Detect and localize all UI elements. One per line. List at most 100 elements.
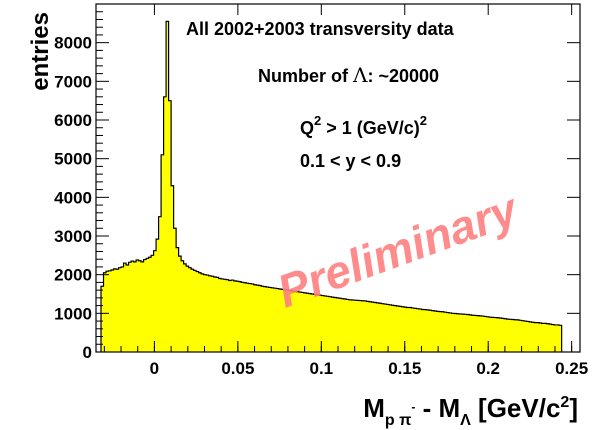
x-axis-title: Mp π- - MΛ [GeV/c2] xyxy=(363,393,578,429)
histogram-bin xyxy=(113,268,117,352)
histogram-bin xyxy=(293,291,297,352)
histogram-bin xyxy=(161,154,164,352)
histogram-bin xyxy=(183,263,187,352)
histogram-bin xyxy=(433,311,437,352)
histogram-bin xyxy=(378,303,382,352)
x-tick-label: 0.25 xyxy=(555,359,588,378)
histogram-outline xyxy=(100,20,563,352)
histogram-bin xyxy=(326,296,330,352)
histogram-bin xyxy=(436,311,440,352)
histogram-bin xyxy=(203,274,207,352)
histogram-bin xyxy=(216,277,220,352)
histogram-bin xyxy=(514,319,517,352)
histogram-bin xyxy=(443,312,447,352)
histogram-bin xyxy=(423,309,427,352)
histogram-bin xyxy=(148,257,152,352)
histogram-bin xyxy=(541,323,545,352)
histogram-bin xyxy=(231,280,235,352)
histogram-bin xyxy=(464,314,467,352)
histogram-bin xyxy=(111,270,114,352)
histogram-bin xyxy=(181,260,185,352)
histogram-bin xyxy=(163,96,167,352)
histogram-bin xyxy=(406,307,410,352)
histogram-bin xyxy=(251,283,255,352)
histogram-bin xyxy=(386,304,390,352)
histogram-bin xyxy=(258,285,262,352)
histogram-bin xyxy=(509,319,512,352)
histogram-bin xyxy=(388,304,392,352)
histogram-bin xyxy=(186,266,190,352)
histogram-bin xyxy=(278,288,282,352)
histogram-bin xyxy=(401,306,405,352)
histogram-bin xyxy=(383,304,387,352)
histogram-bin xyxy=(343,299,347,352)
histogram-bin xyxy=(351,299,355,352)
histogram-bin xyxy=(271,287,275,352)
axes: 0 0.05 0.1 0.15 0.2 0.25 0 1000 2000 3000 4000 5000… xyxy=(54,3,588,378)
histogram-bin xyxy=(448,312,452,352)
histogram-bin xyxy=(156,239,159,352)
histogram-bin xyxy=(236,281,240,352)
histogram-bin xyxy=(196,271,200,352)
histogram-bin xyxy=(136,259,139,352)
histogram-bin xyxy=(466,314,470,352)
histogram-bin xyxy=(476,315,480,352)
histogram-bin xyxy=(481,316,485,352)
histogram-bin xyxy=(286,290,290,352)
histogram-bin xyxy=(426,309,430,352)
histogram-bin xyxy=(331,297,335,352)
histogram-bin xyxy=(484,316,487,352)
x-tick-label: 0.15 xyxy=(388,359,421,378)
histogram-bin xyxy=(441,311,445,352)
histogram-bin xyxy=(496,317,500,352)
y-tick-label: 8000 xyxy=(54,34,92,53)
preliminary-watermark: Preliminary xyxy=(271,182,527,317)
histogram-bin xyxy=(296,291,300,352)
histogram-bin xyxy=(336,297,340,352)
histogram-bin xyxy=(306,293,310,352)
histogram-bin xyxy=(516,319,520,352)
histogram-bin xyxy=(499,317,502,352)
histogram-bin xyxy=(158,216,162,352)
histogram-bin xyxy=(376,302,380,352)
histogram-bin xyxy=(248,283,252,352)
histogram-bin xyxy=(188,267,192,352)
histogram-bin xyxy=(348,299,352,352)
histogram-bin xyxy=(281,289,285,352)
histogram-bin xyxy=(106,271,109,352)
y-tick-label: 1000 xyxy=(54,304,92,323)
histogram-bin xyxy=(438,311,442,352)
histogram-bin xyxy=(431,310,435,352)
histogram-bin xyxy=(519,320,522,352)
histogram-bin xyxy=(238,281,242,352)
histogram-bin xyxy=(366,301,370,352)
histogram-bin xyxy=(131,261,134,352)
histogram-bin xyxy=(178,256,182,352)
histogram-bin xyxy=(453,313,457,352)
histogram-bin xyxy=(526,321,530,352)
histogram-bin xyxy=(491,317,495,352)
histogram-bin xyxy=(363,300,367,352)
histogram-bin xyxy=(408,307,412,352)
histogram-bin xyxy=(116,269,119,352)
histogram-bin xyxy=(123,263,127,352)
histogram-bin xyxy=(539,323,543,352)
histogram-bin xyxy=(301,292,305,352)
histogram-bin xyxy=(398,306,402,352)
histogram-bin xyxy=(403,307,407,352)
histogram-bin xyxy=(549,324,553,352)
histogram-bin xyxy=(393,305,397,352)
histogram-bin xyxy=(241,282,245,352)
histogram-bin xyxy=(529,321,532,352)
histogram-bin xyxy=(211,276,215,352)
y-tick-label: 7000 xyxy=(54,72,92,91)
histogram-bin xyxy=(266,287,270,352)
histogram-bin xyxy=(223,279,227,352)
histogram-bin xyxy=(303,292,307,352)
y-tick-label: 3000 xyxy=(54,227,92,246)
histogram-bin xyxy=(261,286,265,352)
histogram-bin xyxy=(556,324,560,352)
x-tick-label: 0.1 xyxy=(309,359,333,378)
histogram-bin xyxy=(521,320,525,352)
histogram-bin xyxy=(221,278,225,352)
